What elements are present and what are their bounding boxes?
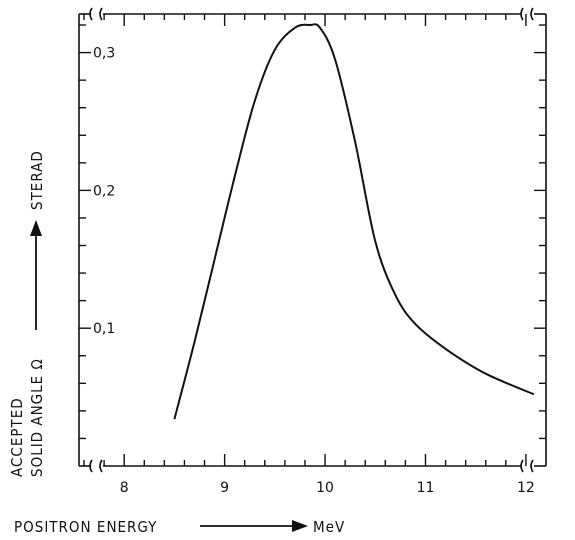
axis-ticks: 8 9 10 11 12 0,1 0,2 0,3 [79,14,546,496]
axis-break-mark [520,459,524,473]
axis-break-mark [89,7,93,21]
x-axis-arrow-head [292,520,308,532]
axis-break-mark [530,459,534,473]
axis-labels: POSITRON ENERGY MeV ACCEPTED SOLID ANGLE… [8,150,345,536]
axis-break-mark [89,459,93,473]
x-tick-label: 8 [120,480,129,496]
y-tick-label: 0,1 [93,321,115,337]
series-line [173,23,535,420]
y-axis-arrow-head [30,220,42,236]
axis-break-mark [530,7,534,21]
plot-frame [78,7,547,473]
x-tick-label: 11 [417,480,435,496]
y-axis-label-line2: SOLID ANGLE Ω [28,358,46,477]
x-axis-label: POSITRON ENERGY [14,518,157,536]
x-tick-label: 12 [517,480,535,496]
axis-break-mark [99,7,103,21]
y-axis-label-line1: ACCEPTED [8,397,26,477]
x-tick-label: 10 [316,480,334,496]
y-axis-unit: STERAD [28,150,46,210]
axis-break-mark [99,459,103,473]
y-tick-label: 0,3 [93,46,115,62]
axis-break-mark [520,7,524,21]
y-tick-label: 0,2 [93,183,115,199]
x-axis-unit: MeV [313,518,345,536]
series-layer [173,23,535,420]
x-tick-label: 9 [220,480,229,496]
